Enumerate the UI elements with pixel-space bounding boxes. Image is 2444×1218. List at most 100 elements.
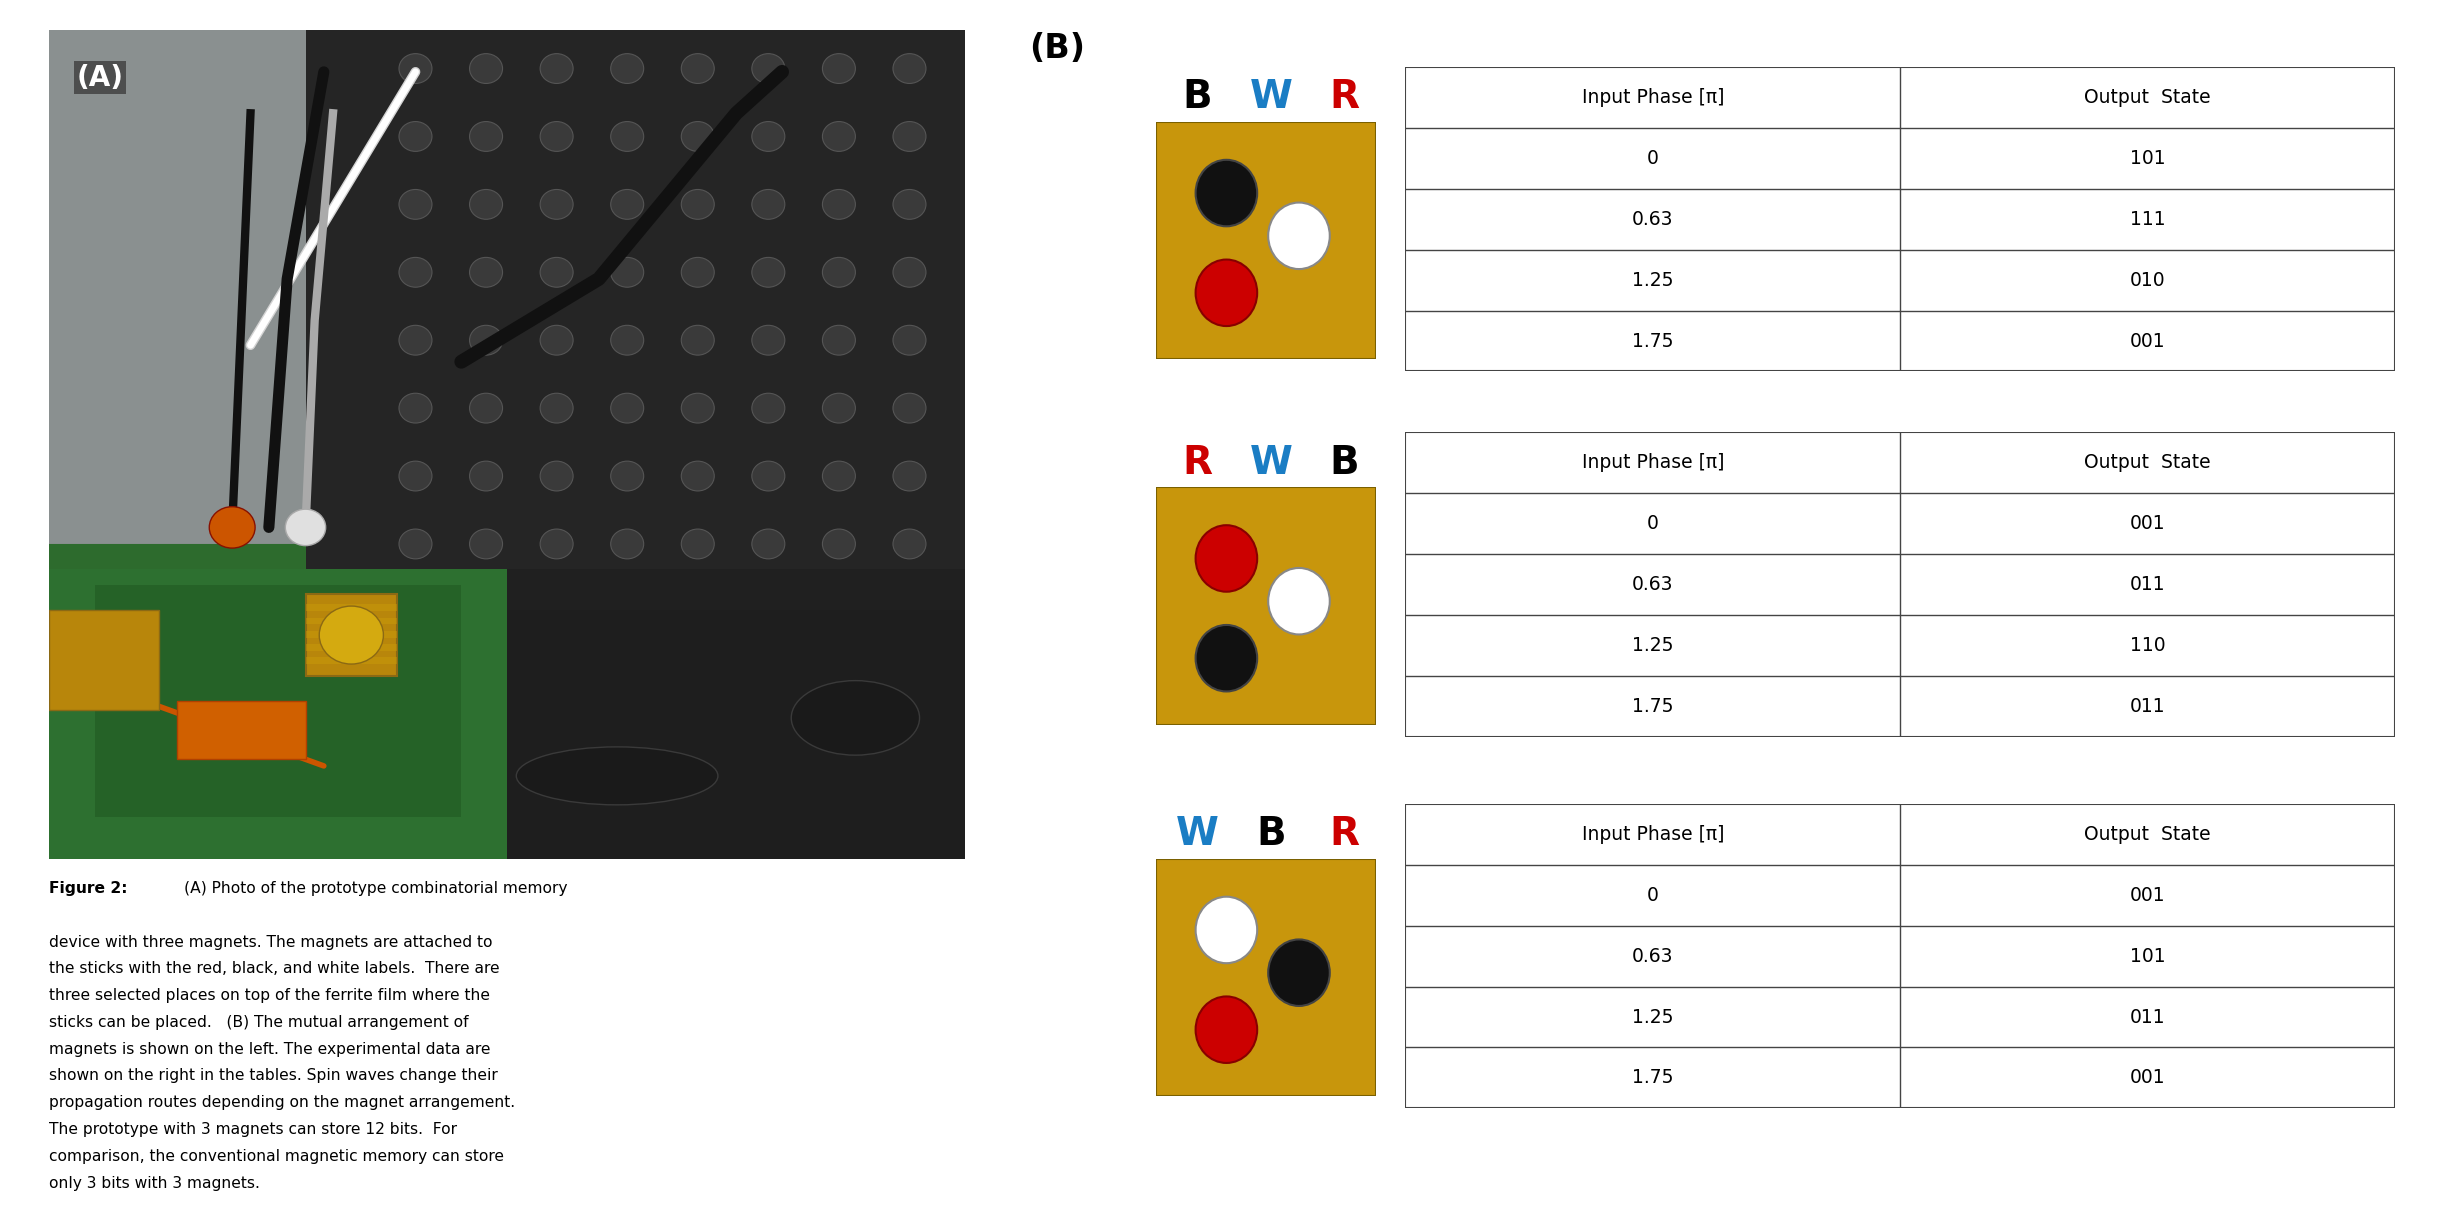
Circle shape: [469, 54, 503, 84]
Bar: [306, 631, 396, 637]
Circle shape: [682, 54, 714, 84]
Circle shape: [611, 257, 643, 287]
Circle shape: [753, 393, 785, 423]
Circle shape: [821, 462, 855, 491]
Ellipse shape: [792, 681, 919, 755]
Circle shape: [210, 507, 254, 548]
Circle shape: [540, 122, 574, 151]
Circle shape: [611, 462, 643, 491]
Circle shape: [1195, 896, 1256, 963]
Circle shape: [1195, 996, 1256, 1063]
Text: Output  State: Output State: [2085, 453, 2212, 473]
Text: R: R: [1183, 443, 1212, 482]
Text: W: W: [1249, 78, 1293, 117]
Text: magnets is shown on the left. The experimental data are: magnets is shown on the left. The experi…: [49, 1041, 491, 1057]
Text: B: B: [1183, 78, 1212, 117]
Text: 1.75: 1.75: [1633, 331, 1674, 351]
Circle shape: [682, 122, 714, 151]
Circle shape: [682, 529, 714, 559]
Text: B: B: [1330, 443, 1359, 482]
Text: R: R: [1330, 78, 1359, 117]
Circle shape: [540, 54, 574, 84]
Polygon shape: [49, 544, 552, 859]
Text: 110: 110: [2129, 636, 2165, 655]
Circle shape: [469, 122, 503, 151]
Circle shape: [753, 122, 785, 151]
Text: 0: 0: [1647, 885, 1659, 905]
Circle shape: [1195, 625, 1256, 692]
Circle shape: [821, 529, 855, 559]
Circle shape: [682, 257, 714, 287]
Text: 101: 101: [2129, 946, 2165, 966]
Circle shape: [1268, 939, 1330, 1006]
Circle shape: [611, 190, 643, 219]
Text: W: W: [1176, 815, 1220, 854]
Circle shape: [540, 190, 574, 219]
Text: 001: 001: [2129, 1068, 2165, 1088]
Text: 001: 001: [2129, 331, 2165, 351]
Circle shape: [753, 257, 785, 287]
Circle shape: [753, 462, 785, 491]
Bar: [306, 618, 396, 625]
Text: 0.63: 0.63: [1633, 575, 1674, 594]
Circle shape: [320, 607, 384, 664]
Circle shape: [611, 529, 643, 559]
Circle shape: [821, 122, 855, 151]
Text: 011: 011: [2129, 575, 2165, 594]
Text: The prototype with 3 magnets can store 12 bits.  For: The prototype with 3 magnets can store 1…: [49, 1122, 457, 1138]
Circle shape: [892, 190, 926, 219]
Bar: [306, 593, 396, 676]
Circle shape: [398, 122, 433, 151]
Circle shape: [892, 54, 926, 84]
Text: 001: 001: [2129, 514, 2165, 533]
Text: sticks can be placed.   (B) The mutual arrangement of: sticks can be placed. (B) The mutual arr…: [49, 1015, 469, 1030]
Text: 0.63: 0.63: [1633, 209, 1674, 229]
Circle shape: [611, 54, 643, 84]
Bar: [49, 610, 159, 710]
Circle shape: [540, 257, 574, 287]
Text: 010: 010: [2129, 270, 2165, 290]
Circle shape: [682, 325, 714, 356]
Circle shape: [469, 190, 503, 219]
Circle shape: [1268, 202, 1330, 269]
Bar: [306, 644, 396, 650]
Circle shape: [682, 462, 714, 491]
Text: 1.75: 1.75: [1633, 1068, 1674, 1088]
Circle shape: [892, 257, 926, 287]
Text: (B): (B): [1029, 32, 1085, 66]
Text: three selected places on top of the ferrite film where the: three selected places on top of the ferr…: [49, 988, 489, 1004]
Circle shape: [611, 393, 643, 423]
Circle shape: [540, 325, 574, 356]
Text: W: W: [1249, 443, 1293, 482]
Text: R: R: [1330, 815, 1359, 854]
Circle shape: [611, 325, 643, 356]
Text: 0: 0: [1647, 514, 1659, 533]
Text: Input Phase [π]: Input Phase [π]: [1581, 88, 1723, 107]
Circle shape: [892, 325, 926, 356]
Bar: [95, 586, 462, 817]
Text: Input Phase [π]: Input Phase [π]: [1581, 453, 1723, 473]
Circle shape: [753, 54, 785, 84]
Circle shape: [821, 190, 855, 219]
Circle shape: [821, 257, 855, 287]
Circle shape: [398, 393, 433, 423]
Circle shape: [1195, 160, 1256, 227]
Bar: [306, 658, 396, 664]
Circle shape: [540, 529, 574, 559]
Circle shape: [469, 462, 503, 491]
Text: 0: 0: [1647, 149, 1659, 168]
Text: 1.25: 1.25: [1633, 1007, 1674, 1027]
Circle shape: [1195, 259, 1256, 326]
Text: the sticks with the red, black, and white labels.  There are: the sticks with the red, black, and whit…: [49, 961, 499, 977]
Text: 1.25: 1.25: [1633, 270, 1674, 290]
Circle shape: [1268, 568, 1330, 635]
Text: 1.25: 1.25: [1633, 636, 1674, 655]
Circle shape: [821, 54, 855, 84]
Text: Output  State: Output State: [2085, 88, 2212, 107]
Circle shape: [398, 257, 433, 287]
Circle shape: [398, 462, 433, 491]
Circle shape: [398, 54, 433, 84]
Circle shape: [821, 393, 855, 423]
Circle shape: [398, 190, 433, 219]
Circle shape: [753, 190, 785, 219]
